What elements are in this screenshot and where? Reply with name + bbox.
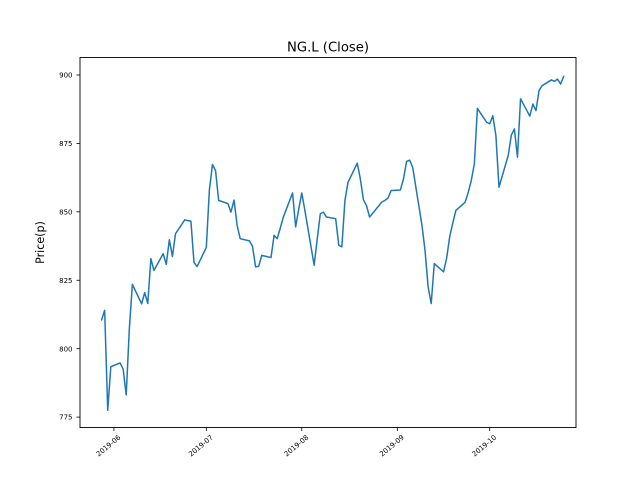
- x-tick-label: 2019-07: [187, 434, 215, 459]
- chart-title: NG.L (Close): [287, 41, 369, 56]
- y-tick-label: 900: [59, 72, 72, 80]
- axes-layer: 775 800 825 850 875 900 2019-06 2019-07 2019-08 2…: [59, 57, 577, 459]
- x-tick-label: 2019-08: [283, 434, 311, 459]
- y-tick-label: 825: [59, 277, 72, 285]
- x-tick-label: 2019-09: [378, 434, 406, 459]
- close-price-line: [100, 75, 565, 412]
- x-tick-label: 2019-10: [471, 434, 499, 459]
- axes-frame: [79, 57, 577, 428]
- x-tick-label: 2019-06: [95, 433, 123, 458]
- y-tick-label: 875: [59, 140, 72, 148]
- y-tick-label: 800: [59, 345, 72, 353]
- y-tick-label: 850: [59, 208, 72, 216]
- series-layer: [100, 75, 565, 412]
- y-tick-label: 775: [59, 414, 72, 422]
- y-axis-label: Price(p): [34, 221, 47, 264]
